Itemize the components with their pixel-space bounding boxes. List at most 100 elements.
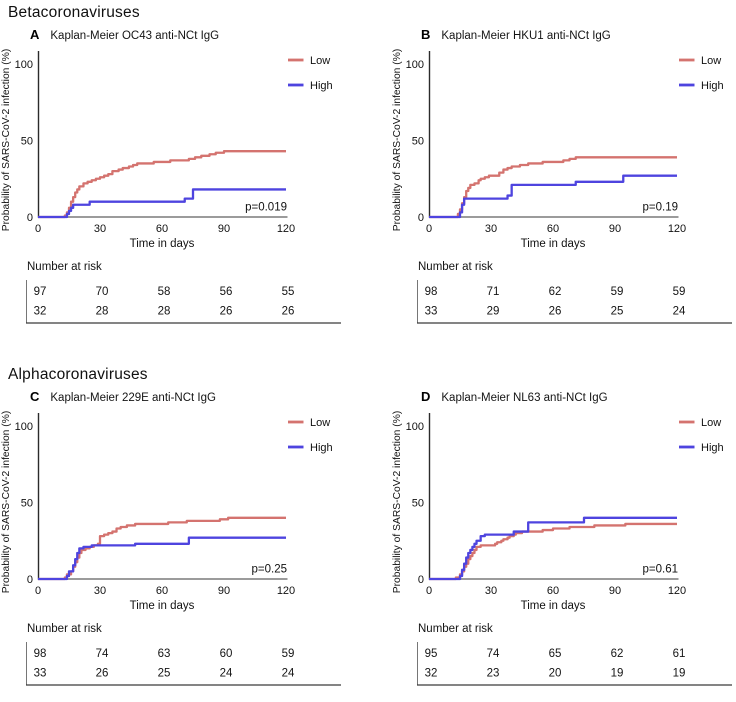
risk-count-high: 33 bbox=[425, 306, 438, 318]
section-heading: Alphacoronaviruses bbox=[8, 366, 148, 383]
risk-count-high: 29 bbox=[487, 306, 500, 318]
section-betacoronaviruses: Betacoronaviruses A Kaplan-Meier OC43 an… bbox=[0, 0, 736, 333]
panel-letter: D bbox=[421, 389, 431, 404]
risk-count-low: 62 bbox=[611, 648, 624, 660]
number-at-risk-table: 98 71 62 59 59 33 29 26 25 24 bbox=[417, 280, 732, 324]
number-at-risk-label: Number at risk bbox=[418, 261, 493, 273]
legend-label-high: High bbox=[701, 80, 724, 92]
number-at-risk-table: 95 74 65 62 61 32 23 20 19 19 bbox=[417, 642, 732, 686]
risk-count-high: 20 bbox=[549, 668, 562, 680]
risk-count-low: 74 bbox=[96, 648, 109, 660]
panel-letter: C bbox=[30, 389, 40, 404]
risk-count-high: 28 bbox=[158, 306, 171, 318]
x-tick-label: 90 bbox=[609, 585, 621, 597]
risk-count-low: 59 bbox=[282, 648, 295, 660]
x-tick-label: 60 bbox=[547, 223, 559, 235]
x-tick-label: 90 bbox=[218, 223, 230, 235]
number-at-risk-label: Number at risk bbox=[27, 261, 102, 273]
panel-B: B Kaplan-Meier HKU1 anti-NCt IgG 0 50 100 0… bbox=[391, 22, 736, 333]
p-value-label: p=0.019 bbox=[245, 202, 287, 214]
panel-header: A Kaplan-Meier OC43 anti-NCt IgG bbox=[0, 27, 391, 46]
y-tick-label: 100 bbox=[406, 59, 424, 71]
risk-count-high: 26 bbox=[282, 306, 295, 318]
risk-count-low: 62 bbox=[549, 286, 562, 298]
panel-row-bottom: C Kaplan-Meier 229E anti-NCt IgG 0 50 100 0… bbox=[0, 384, 736, 695]
risk-count-low: 70 bbox=[96, 286, 109, 298]
risk-count-low: 56 bbox=[220, 286, 233, 298]
risk-count-low: 63 bbox=[158, 648, 171, 660]
panel-letter: A bbox=[30, 27, 40, 42]
y-tick-label: 50 bbox=[21, 497, 33, 509]
x-tick-label: 30 bbox=[485, 223, 497, 235]
y-tick-label: 0 bbox=[27, 212, 33, 224]
panel-A: A Kaplan-Meier OC43 anti-NCt IgG 0 50 100 0… bbox=[0, 22, 391, 333]
panel-letter: B bbox=[421, 27, 431, 42]
panel-D: D Kaplan-Meier NL63 anti-NCt IgG 0 50 100 0… bbox=[391, 384, 736, 695]
legend-label-high: High bbox=[310, 80, 333, 92]
km-chart-svg: 0 50 100 0 30 60 90 120 Probability of SARS-CoV-… bbox=[392, 411, 724, 612]
x-tick-label: 90 bbox=[609, 223, 621, 235]
p-value-label: p=0.25 bbox=[252, 564, 288, 576]
legend-label-low: Low bbox=[310, 55, 330, 67]
km-curve-high bbox=[429, 516, 677, 581]
km-curve-low bbox=[429, 522, 677, 581]
risk-count-high: 26 bbox=[220, 306, 233, 318]
risk-count-high: 32 bbox=[425, 668, 438, 680]
x-tick-label: 30 bbox=[94, 585, 106, 597]
x-tick-label: 60 bbox=[156, 223, 168, 235]
legend-label-low: Low bbox=[310, 417, 330, 429]
risk-count-low: 65 bbox=[549, 648, 562, 660]
risk-count-high: 23 bbox=[487, 668, 500, 680]
km-curve-low bbox=[429, 156, 677, 219]
km-curve-low bbox=[38, 150, 286, 219]
x-axis-title: Time in days bbox=[521, 600, 586, 612]
panel-header: B Kaplan-Meier HKU1 anti-NCt IgG bbox=[391, 27, 736, 46]
number-at-risk-label: Number at risk bbox=[27, 623, 102, 635]
p-value-label: p=0.19 bbox=[643, 202, 679, 214]
km-curve-high bbox=[38, 536, 286, 581]
risk-count-low: 98 bbox=[425, 286, 438, 298]
y-axis-title: Probability of SARS-CoV-2 infection (%) bbox=[1, 411, 12, 594]
y-tick-label: 0 bbox=[418, 212, 424, 224]
risk-count-high: 28 bbox=[96, 306, 109, 318]
x-tick-label: 0 bbox=[426, 223, 432, 235]
risk-count-low: 95 bbox=[425, 648, 438, 660]
x-tick-label: 0 bbox=[35, 585, 41, 597]
y-tick-label: 100 bbox=[406, 421, 424, 433]
risk-count-low: 97 bbox=[34, 286, 47, 298]
risk-count-high: 32 bbox=[34, 306, 47, 318]
x-tick-label: 60 bbox=[547, 585, 559, 597]
risk-count-low: 71 bbox=[487, 286, 500, 298]
y-tick-label: 0 bbox=[418, 574, 424, 586]
legend-label-low: Low bbox=[701, 55, 721, 67]
km-curve-high bbox=[429, 174, 677, 219]
x-tick-label: 120 bbox=[668, 223, 686, 235]
risk-count-high: 19 bbox=[611, 668, 624, 680]
km-chart-svg: 0 50 100 0 30 60 90 120 Probability of SARS-CoV-… bbox=[1, 411, 333, 612]
panel-title: Kaplan-Meier NL63 anti-NCt IgG bbox=[441, 392, 608, 404]
x-tick-label: 60 bbox=[156, 585, 168, 597]
panel-C: C Kaplan-Meier 229E anti-NCt IgG 0 50 100 0… bbox=[0, 384, 391, 695]
risk-count-high: 24 bbox=[282, 668, 295, 680]
km-chart-svg: 0 50 100 0 30 60 90 120 Probability of SARS-CoV-… bbox=[392, 49, 724, 250]
x-axis-title: Time in days bbox=[130, 238, 195, 250]
risk-count-high: 24 bbox=[220, 668, 233, 680]
km-curve-low bbox=[38, 516, 286, 581]
risk-count-high: 19 bbox=[673, 668, 686, 680]
x-tick-label: 120 bbox=[277, 585, 295, 597]
y-tick-label: 0 bbox=[27, 574, 33, 586]
km-curve-high bbox=[38, 188, 286, 219]
legend-label-high: High bbox=[701, 442, 724, 454]
number-at-risk-label: Number at risk bbox=[418, 623, 493, 635]
section-heading: Betacoronaviruses bbox=[8, 4, 140, 21]
x-tick-label: 0 bbox=[35, 223, 41, 235]
risk-count-low: 60 bbox=[220, 648, 233, 660]
y-tick-label: 50 bbox=[412, 497, 424, 509]
risk-count-high: 24 bbox=[673, 306, 686, 318]
x-tick-label: 30 bbox=[94, 223, 106, 235]
x-axis-title: Time in days bbox=[521, 238, 586, 250]
km-chart-svg: 0 50 100 0 30 60 90 120 Probability of SARS-CoV-… bbox=[1, 49, 333, 250]
risk-count-low: 58 bbox=[158, 286, 171, 298]
risk-count-high: 26 bbox=[549, 306, 562, 318]
